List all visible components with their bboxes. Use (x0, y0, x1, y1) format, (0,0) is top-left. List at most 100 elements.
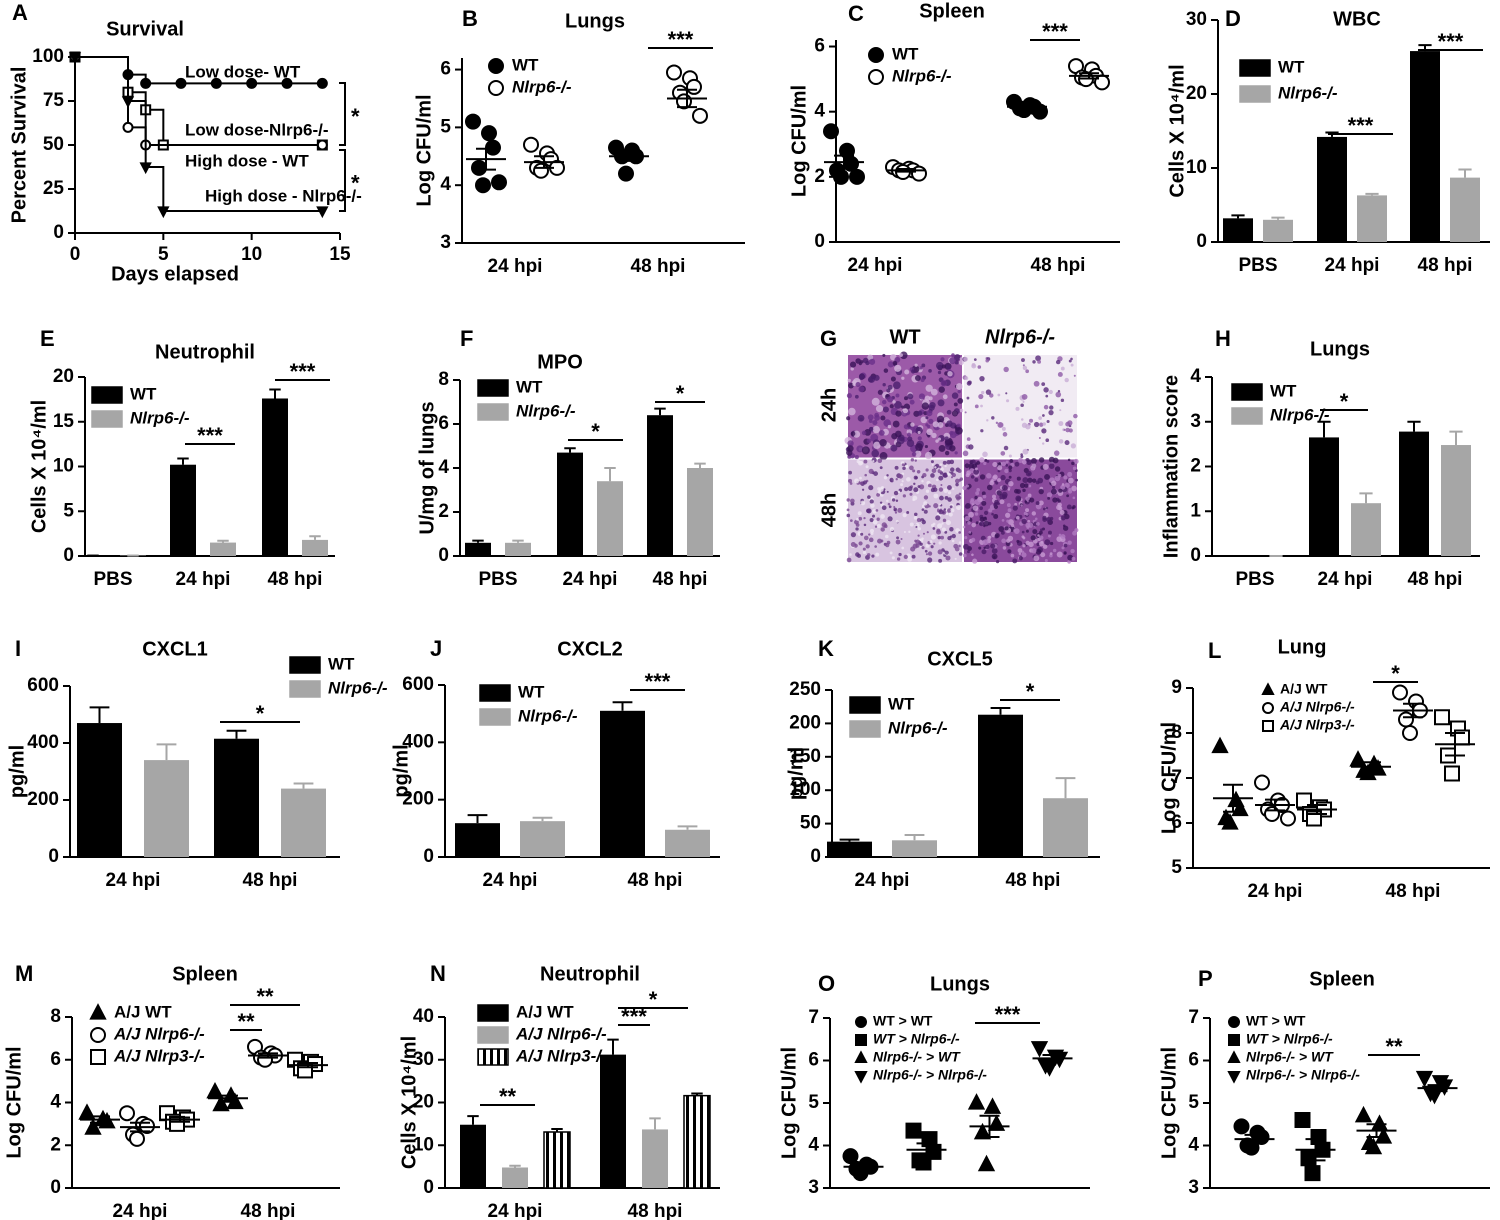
x-tick-label: 48 hpi (1408, 569, 1463, 590)
histology-cell (872, 509, 877, 514)
histology-cell (901, 546, 905, 550)
y-tick-label: 5 (1188, 1092, 1199, 1113)
histology-cell (901, 463, 905, 466)
histology-cell (930, 388, 938, 396)
bar (1351, 503, 1381, 556)
histology-cell (887, 361, 894, 368)
histology-cell (952, 487, 955, 490)
histology-cell (889, 477, 894, 482)
histology-cell (938, 386, 945, 393)
histology-cell (1012, 505, 1018, 511)
histology-cell (1042, 463, 1049, 470)
histology-cell (940, 380, 948, 387)
histology-cell (889, 404, 894, 409)
legend-swatch (477, 1048, 509, 1066)
marker (1415, 1070, 1434, 1088)
histology-cell (892, 400, 896, 404)
histology-cell (868, 485, 874, 491)
x-tick-label: 24 hpi (106, 870, 161, 891)
histology-cell (1046, 517, 1052, 523)
histology-cell (879, 439, 887, 447)
histology-cell (1004, 526, 1009, 531)
histology-cell (887, 396, 894, 403)
sem-bar (170, 1116, 190, 1123)
marker (98, 1111, 116, 1129)
histology-cell (1006, 399, 1010, 403)
marker (481, 125, 497, 142)
bar (170, 464, 196, 556)
sem-bar (979, 1114, 1000, 1138)
error-bar (1407, 420, 1421, 432)
y-tick-label: 0 (1196, 231, 1207, 252)
histology-cell (1008, 454, 1012, 458)
histology-cell (1073, 374, 1076, 377)
histology-cell (948, 512, 953, 517)
histology-cell (855, 523, 860, 527)
legend-marker (855, 1034, 867, 1046)
histology-cell (877, 487, 881, 491)
histology-cell (981, 390, 985, 395)
histology-cell (1071, 506, 1075, 510)
histology-cell (1042, 517, 1047, 522)
histology-cell (871, 554, 875, 558)
histology-cell (983, 461, 987, 466)
significance-label: * (676, 381, 685, 406)
histology-cell (1000, 451, 1006, 456)
histology-cell (912, 469, 916, 473)
histology-cell (958, 492, 962, 496)
histology-cell (894, 511, 898, 514)
histology-cell (919, 484, 925, 490)
histology-cell (1040, 552, 1046, 558)
histology-cell (947, 508, 952, 513)
histology-cell (947, 497, 952, 502)
legend-label: A/J WT (114, 1002, 172, 1021)
histology-cell (962, 450, 969, 457)
error-bar (677, 825, 698, 830)
histology-cell (940, 357, 945, 362)
panel-letter: K (818, 636, 834, 661)
histology-cell (985, 544, 990, 550)
marker (1254, 774, 1270, 791)
histology-cell (980, 404, 983, 408)
histology-cell (870, 503, 875, 508)
histology-cell (1007, 508, 1012, 513)
sem-bar (1079, 72, 1099, 80)
histology-cell (937, 549, 943, 555)
marker (129, 1130, 145, 1147)
y-tick-label: 3 (1188, 1177, 1199, 1198)
histology-cell (855, 358, 861, 364)
x-tick-label: 48 hpi (268, 569, 323, 590)
histology-cell (871, 457, 877, 463)
histology-cell (938, 465, 942, 469)
histology-cell (867, 495, 871, 499)
histology-cell (885, 534, 889, 539)
y-axis-label: Log CFU/ml (778, 1047, 800, 1159)
histology-cell (950, 508, 955, 513)
legend-swatch (1231, 383, 1263, 401)
sem-bar (677, 88, 697, 109)
histology-cell (971, 363, 976, 367)
legend-label: WT > WT (1246, 1013, 1306, 1029)
histology-cell (964, 463, 970, 469)
significance-label: * (1026, 679, 1035, 704)
histology-cell (1018, 556, 1023, 561)
sem-bar (90, 1115, 110, 1124)
histology-cell (913, 487, 919, 493)
histology-cell (972, 505, 979, 511)
histology-cell (846, 416, 851, 421)
histology-cell (888, 505, 892, 509)
histology-cell (1029, 418, 1034, 423)
histology-cell (891, 498, 896, 502)
histology-cell (870, 532, 874, 536)
histology-cell (1048, 530, 1052, 535)
histology-cell (939, 503, 942, 506)
bar (77, 723, 122, 857)
histology-cell (995, 421, 999, 424)
histology-cell (997, 422, 1004, 428)
marker (122, 121, 134, 133)
marker (1444, 765, 1460, 782)
histology-cell (877, 389, 883, 395)
sem-bar (1244, 1133, 1265, 1145)
histology-cell (901, 405, 905, 409)
y-axis-label: pg/ml (785, 747, 807, 800)
